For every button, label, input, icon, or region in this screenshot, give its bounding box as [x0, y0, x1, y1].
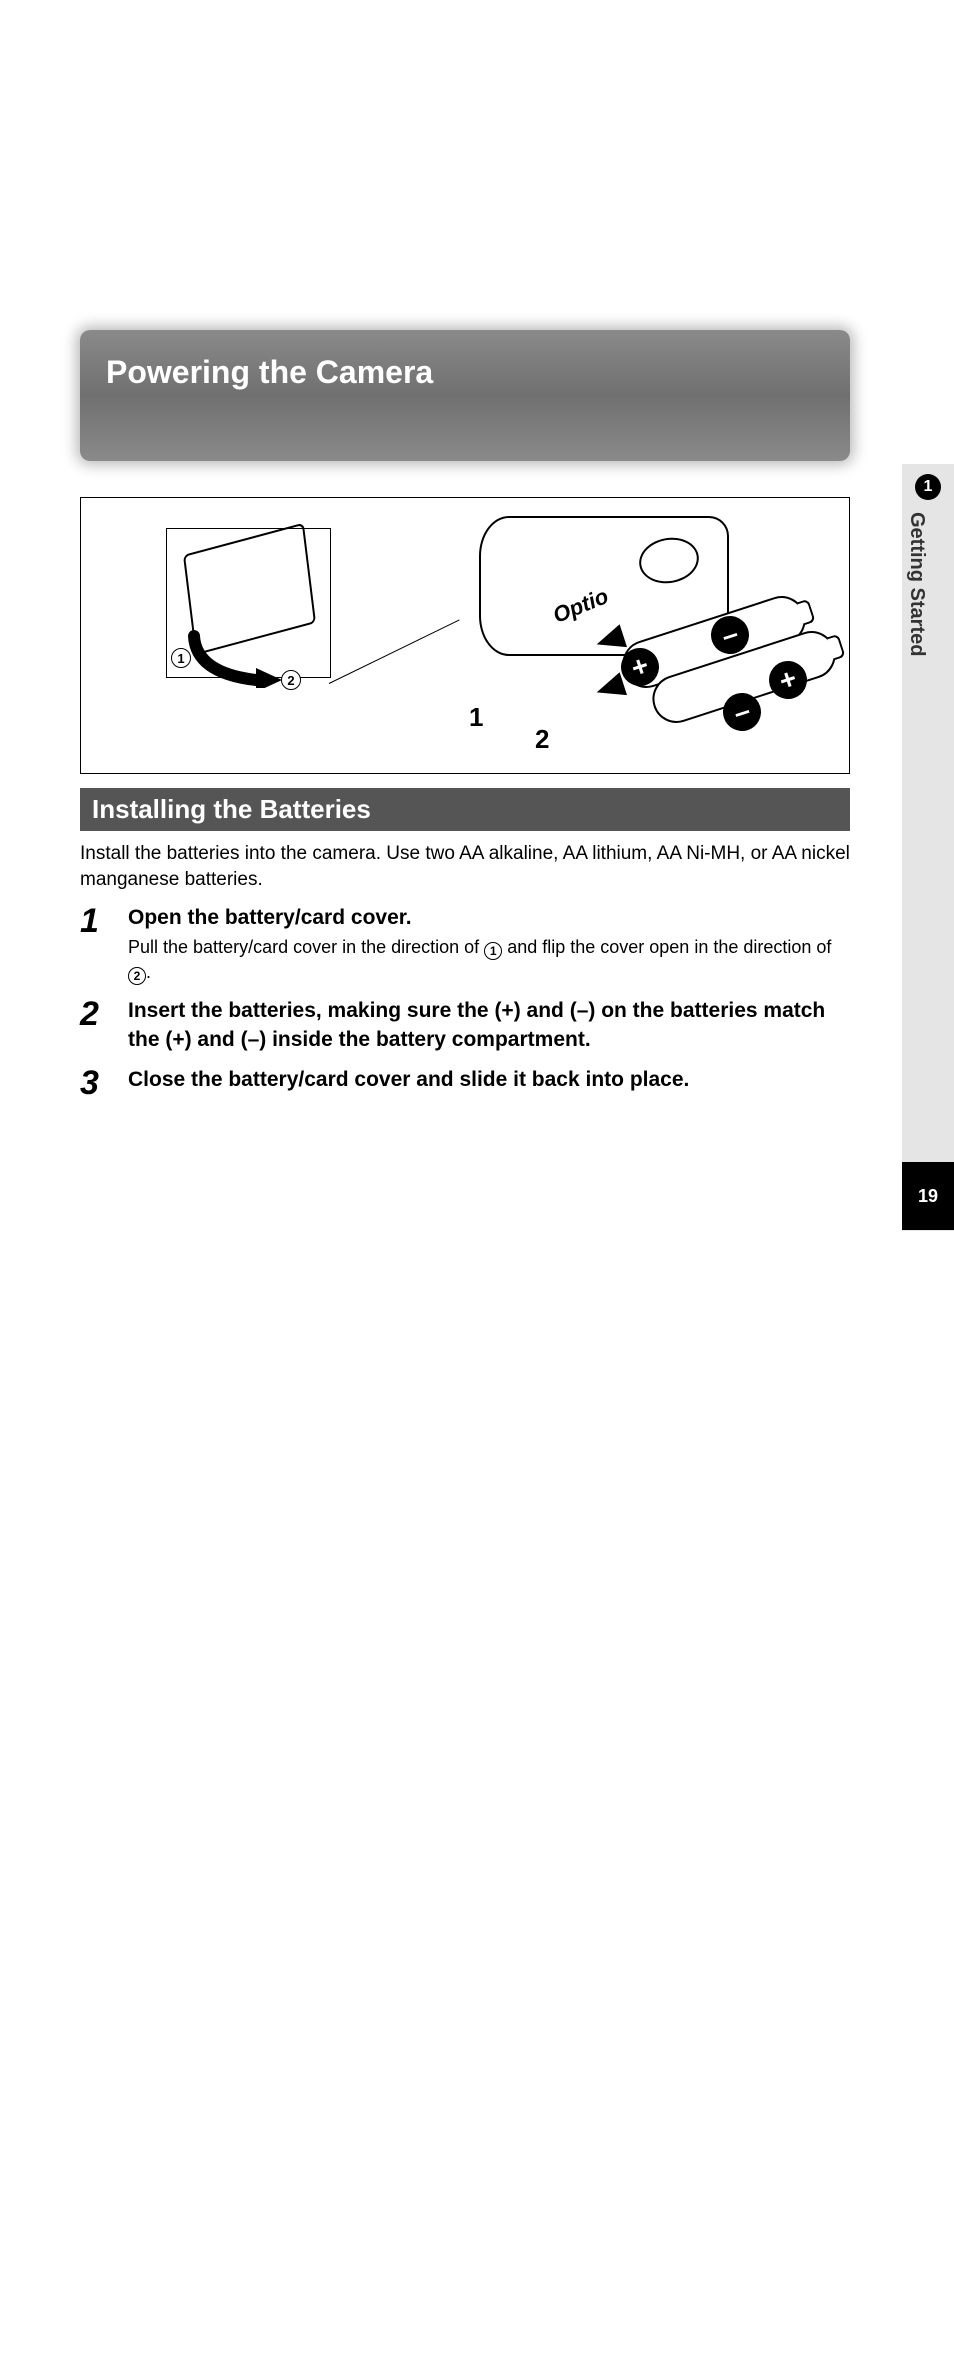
- tab-number-wrap: 1: [915, 474, 941, 500]
- circle-ref-1-icon: 1: [484, 942, 502, 960]
- motion-arrow-icon: [186, 628, 286, 688]
- step-number: 2: [80, 997, 128, 1031]
- tab-number: 1: [915, 474, 941, 500]
- callout-circle-2: 2: [281, 670, 301, 690]
- step-2: 2 Insert the batteries, making sure the …: [80, 997, 850, 1054]
- callout-number-2: 2: [535, 724, 549, 755]
- page-title-banner: Powering the Camera: [80, 330, 850, 461]
- step-title: Close the battery/card cover and slide i…: [128, 1066, 850, 1094]
- side-tab: 1 Getting Started: [902, 464, 954, 1231]
- step-number: 3: [80, 1066, 128, 1100]
- step-number: 1: [80, 904, 128, 938]
- manual-page: 1 Getting Started 19 Powering the Camera…: [0, 0, 954, 2363]
- step-desc-text: .: [146, 962, 151, 982]
- step-1: 1 Open the battery/card cover. Pull the …: [80, 904, 850, 985]
- callout-number-1: 1: [469, 702, 483, 733]
- step-body: Open the battery/card cover. Pull the ba…: [128, 904, 850, 985]
- step-3: 3 Close the battery/card cover and slide…: [80, 1066, 850, 1100]
- callout-circle-1: 1: [171, 648, 191, 668]
- content-area: Powering the Camera Optio 1 2 1 2 + –: [80, 330, 850, 1100]
- leader-line: [329, 619, 460, 683]
- step-body: Insert the batteries, making sure the (+…: [128, 997, 850, 1054]
- intro-paragraph: Install the batteries into the camera. U…: [80, 841, 850, 892]
- insert-arrow-icon: [593, 672, 627, 703]
- tab-label: Getting Started: [905, 512, 928, 812]
- page-number: 19: [902, 1162, 954, 1230]
- circle-ref-2-icon: 2: [128, 967, 146, 985]
- step-desc-text: Pull the battery/card cover in the direc…: [128, 937, 484, 957]
- step-title: Insert the batteries, making sure the (+…: [128, 997, 850, 1054]
- step-description: Pull the battery/card cover in the direc…: [128, 935, 850, 986]
- step-desc-text: and flip the cover open in the direction…: [502, 937, 831, 957]
- section-header: Installing the Batteries: [80, 788, 850, 831]
- step-title: Open the battery/card cover.: [128, 904, 850, 932]
- illustration-figure: Optio 1 2 1 2 + – + –: [80, 497, 850, 774]
- top-margin: [0, 0, 954, 325]
- step-body: Close the battery/card cover and slide i…: [128, 1066, 850, 1094]
